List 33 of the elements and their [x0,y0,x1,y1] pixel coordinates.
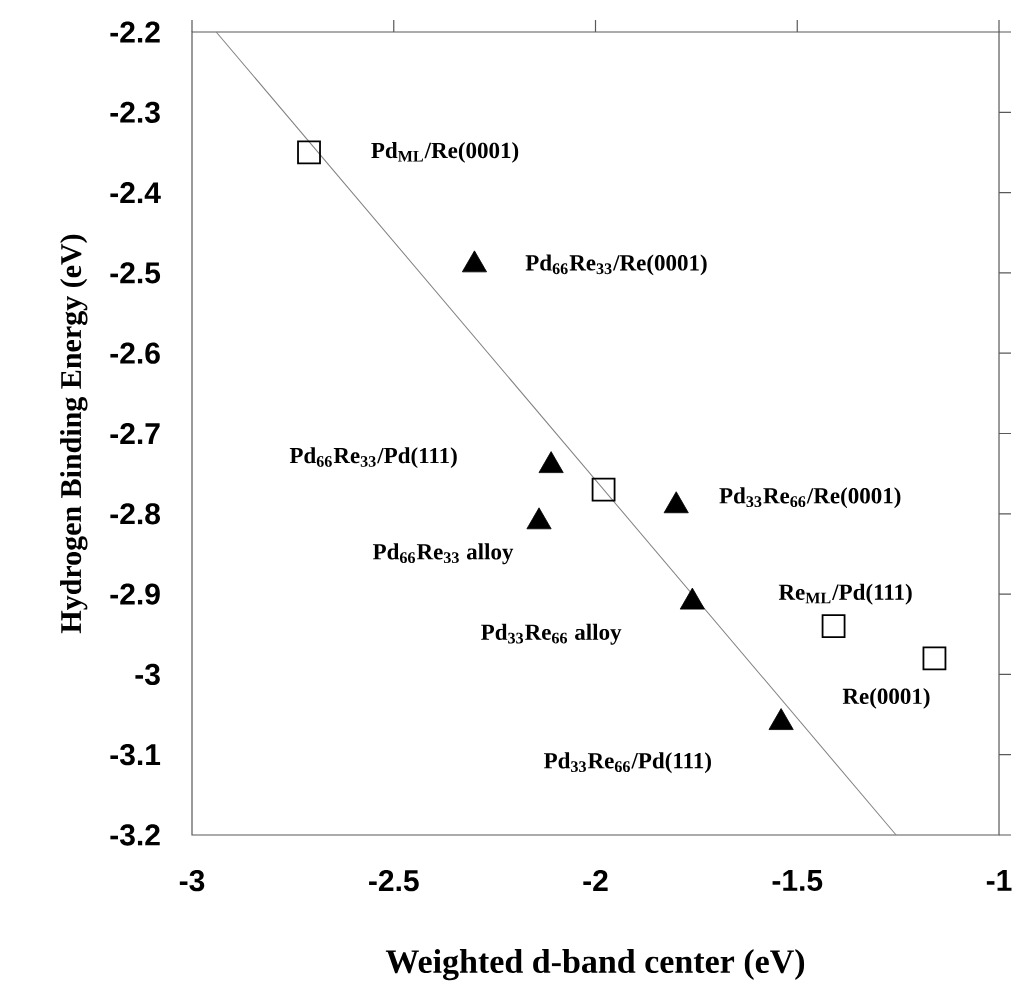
point [663,491,689,514]
y-tick-label: -2.5 [110,262,161,284]
y-tick-label: -2.6 [110,342,160,364]
y-tick-label: -3.2 [110,824,160,846]
y-tick-label: -2.4 [110,182,161,204]
annotation: Re(0001) [842,687,930,709]
y-tick-label: -2.8 [110,503,160,525]
point [538,451,564,474]
annotation: Pd$_{66}$Re$_{33}$/Re(0001) [525,254,707,276]
x-tick-label: -2 [583,870,608,892]
annotation: Pd$_{ML}$/Re(0001) [371,142,519,163]
annotation: Re$_{ML}$/Pd(111) [778,583,912,605]
point [768,708,794,730]
y-tick-label: -2.3 [110,101,160,123]
y-tick-label: -2.9 [110,583,160,605]
x-tick-label: -1.5 [772,870,823,891]
annotation: Pd$_{66}$Re$_{33}$ alloy [372,543,514,565]
x-tick-label: -2.5 [369,870,419,892]
y-tick-label: -2.2 [110,21,160,43]
y-tick-label: -3 [135,663,160,686]
annotation: Pd$_{33}$Re$_{66}$/Pd(111) [544,752,711,774]
annotation: Pd$_{33}$Re$_{66}$ alloy [481,623,622,645]
point [461,250,487,273]
y-tick-label: -3.1 [110,744,161,766]
y-axis-title: Hydrogen Binding Energy (eV) [60,234,88,634]
y-tick-label: -2.7 [110,423,160,444]
point [526,507,552,530]
annotation: Pd$_{66}$Re$_{33}$/Pd(111) [289,447,457,468]
point [679,587,705,610]
annotation: Pd$_{33}$Re$_{66}$/Re(0001) [719,487,901,509]
x-axis-title: Weighted d-band center (eV) [385,949,805,981]
x-tick-label: -1 [986,870,1012,891]
x-tick-label: -3 [179,870,205,892]
